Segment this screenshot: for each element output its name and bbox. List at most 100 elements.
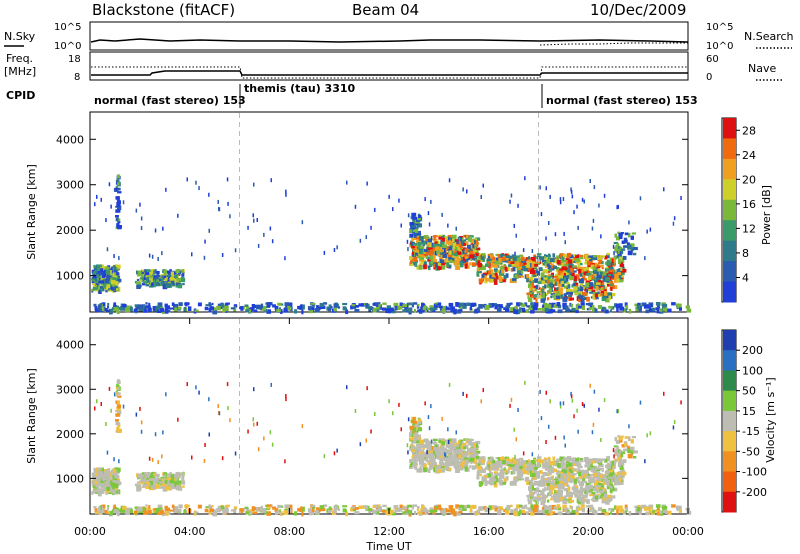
nave-trace (91, 66, 688, 79)
range-cell (435, 302, 438, 305)
range-cell (526, 480, 529, 485)
range-cell (590, 271, 595, 274)
range-cell (625, 507, 629, 512)
range-cell (194, 309, 199, 312)
range-cell (412, 251, 415, 255)
range-cell (569, 505, 572, 509)
range-cell (614, 274, 619, 279)
range-cell (159, 510, 165, 515)
range-cell (560, 253, 565, 258)
range-cell (142, 304, 146, 308)
range-cell (416, 256, 420, 259)
range-cell (459, 504, 464, 508)
range-cell (550, 308, 553, 314)
range-cell (168, 280, 171, 285)
range-cell (445, 439, 450, 445)
range-cell (175, 476, 178, 482)
range-cell (526, 305, 530, 308)
range-cell (278, 509, 281, 512)
range-cell (613, 242, 619, 245)
range-cell (143, 281, 148, 284)
range-cell (122, 506, 127, 510)
power-colorbar-swatch (723, 240, 736, 262)
range-cell (457, 440, 461, 444)
range-cell (514, 305, 518, 311)
range-cell (417, 309, 422, 313)
range-cell (607, 494, 612, 499)
range-cell (550, 295, 553, 299)
range-cell (409, 261, 412, 265)
range-cell (503, 509, 506, 513)
range-cell (532, 485, 534, 491)
range-cell (563, 435, 565, 440)
range-cell (563, 266, 567, 271)
range-cell (608, 497, 612, 503)
range-cell (182, 282, 185, 286)
range-cell (592, 496, 595, 502)
range-cell (456, 511, 462, 516)
range-cell (307, 508, 313, 513)
range-cell (106, 247, 109, 252)
range-cell (448, 257, 452, 261)
range-cell (540, 478, 544, 484)
range-cell (204, 508, 209, 513)
range-cell (607, 284, 610, 287)
range-cell (573, 287, 578, 291)
range-cell (601, 469, 604, 473)
range-cell (562, 197, 565, 201)
range-cell (448, 250, 453, 255)
range-cell (558, 271, 561, 276)
range-cell (447, 440, 450, 444)
range-cell (520, 471, 524, 474)
range-cell (448, 505, 454, 510)
range-cell (416, 459, 420, 462)
range-cell (437, 469, 442, 473)
range-cell (485, 263, 489, 267)
range-cell (145, 270, 150, 276)
range-cell (592, 510, 597, 514)
range-cell (627, 232, 631, 238)
range-cell (522, 265, 526, 269)
range-cell (593, 285, 597, 289)
range-cell (430, 259, 434, 265)
range-cell (336, 245, 338, 250)
range-cell (593, 280, 598, 284)
range-cell (116, 309, 120, 315)
range-cell (361, 303, 365, 307)
range-cell (570, 303, 574, 308)
range-cell (496, 257, 501, 261)
range-cell (643, 304, 649, 309)
range-cell (153, 279, 156, 283)
range-cell (208, 504, 211, 509)
range-cell (619, 465, 624, 470)
range-cell (526, 278, 529, 283)
range-cell (102, 266, 108, 270)
power-colorbar-tick-label: 28 (742, 124, 756, 137)
range-cell (260, 303, 264, 309)
range-cell (247, 429, 249, 434)
range-cell (409, 228, 412, 233)
range-cell (464, 459, 469, 462)
range-cell (510, 302, 513, 305)
range-cell (592, 459, 597, 464)
range-cell (481, 459, 485, 464)
range-cell (208, 302, 211, 307)
range-cell (438, 243, 442, 248)
range-cell (569, 302, 572, 307)
range-cell (157, 460, 159, 465)
range-cell (145, 283, 150, 287)
range-cell (460, 240, 464, 244)
range-cell (169, 307, 174, 310)
range-cell (597, 268, 601, 271)
range-cell (133, 308, 138, 312)
range-cell (592, 469, 596, 473)
range-cell (534, 459, 539, 462)
range-cell (526, 264, 531, 268)
range-cell (562, 504, 567, 510)
range-cell (467, 254, 470, 258)
range-cell (183, 509, 187, 514)
range-cell (457, 258, 462, 261)
range-cell (532, 482, 535, 486)
range-cell (623, 245, 628, 248)
range-cell (100, 289, 103, 292)
